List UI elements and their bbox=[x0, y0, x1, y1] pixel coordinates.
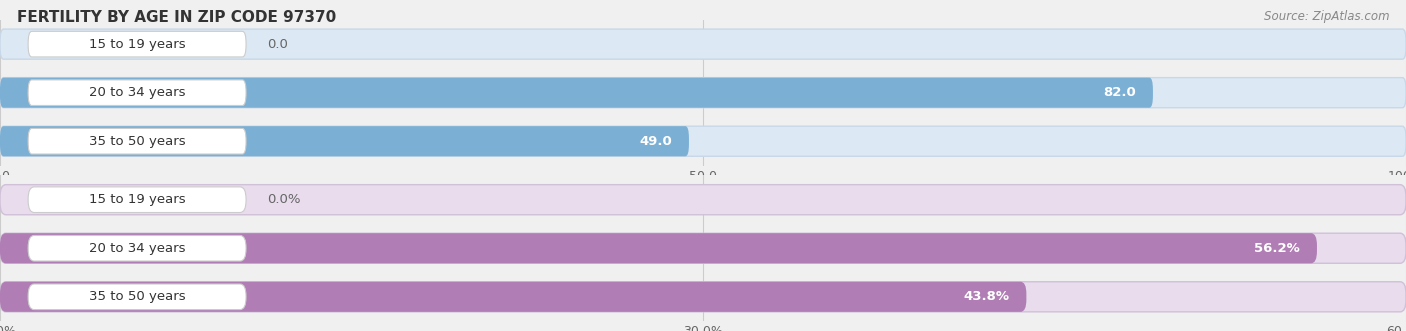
Text: Source: ZipAtlas.com: Source: ZipAtlas.com bbox=[1264, 10, 1389, 23]
Text: 49.0: 49.0 bbox=[640, 135, 672, 148]
Text: FERTILITY BY AGE IN ZIP CODE 97370: FERTILITY BY AGE IN ZIP CODE 97370 bbox=[17, 10, 336, 25]
Text: 82.0: 82.0 bbox=[1104, 86, 1136, 99]
FancyBboxPatch shape bbox=[28, 80, 246, 106]
FancyBboxPatch shape bbox=[0, 78, 1153, 108]
Text: 35 to 50 years: 35 to 50 years bbox=[89, 135, 186, 148]
FancyBboxPatch shape bbox=[0, 185, 1406, 215]
FancyBboxPatch shape bbox=[0, 233, 1317, 263]
Text: 20 to 34 years: 20 to 34 years bbox=[89, 86, 186, 99]
Text: 35 to 50 years: 35 to 50 years bbox=[89, 290, 186, 303]
FancyBboxPatch shape bbox=[0, 282, 1406, 312]
FancyBboxPatch shape bbox=[0, 282, 1026, 312]
FancyBboxPatch shape bbox=[0, 78, 1406, 108]
FancyBboxPatch shape bbox=[0, 29, 1406, 59]
FancyBboxPatch shape bbox=[28, 187, 246, 213]
Text: 15 to 19 years: 15 to 19 years bbox=[89, 193, 186, 206]
FancyBboxPatch shape bbox=[0, 126, 689, 156]
FancyBboxPatch shape bbox=[28, 235, 246, 261]
Text: 43.8%: 43.8% bbox=[963, 290, 1010, 303]
Text: 20 to 34 years: 20 to 34 years bbox=[89, 242, 186, 255]
FancyBboxPatch shape bbox=[28, 31, 246, 57]
FancyBboxPatch shape bbox=[0, 126, 1406, 156]
FancyBboxPatch shape bbox=[0, 233, 1406, 263]
Text: 15 to 19 years: 15 to 19 years bbox=[89, 38, 186, 51]
Text: 0.0: 0.0 bbox=[267, 38, 288, 51]
FancyBboxPatch shape bbox=[28, 128, 246, 154]
Text: 0.0%: 0.0% bbox=[267, 193, 301, 206]
FancyBboxPatch shape bbox=[28, 284, 246, 309]
Text: 56.2%: 56.2% bbox=[1254, 242, 1301, 255]
